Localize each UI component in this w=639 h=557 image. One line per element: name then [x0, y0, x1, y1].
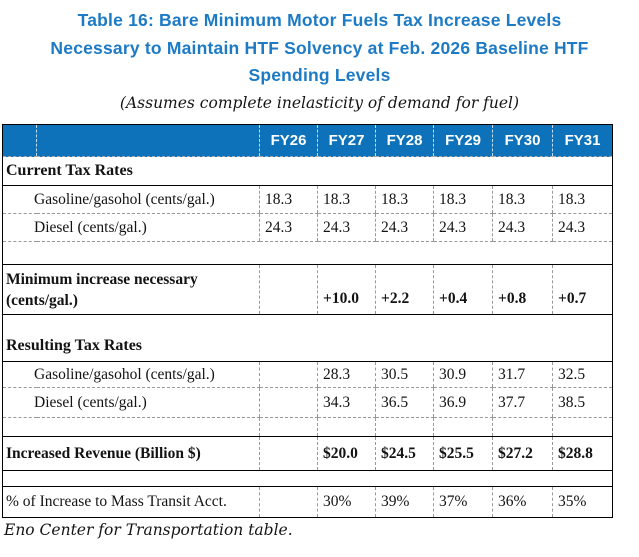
- table-row-diesel-resulting: Diesel (cents/gal.) 34.3 36.5 36.9 37.7 …: [2, 387, 613, 418]
- row-label: % of Increase to Mass Transit Acct.: [6, 493, 227, 510]
- cell-fy30: 36%: [492, 486, 553, 518]
- spacer-cell: [317, 417, 376, 437]
- cell-fy26: [259, 361, 318, 388]
- cell-fy28: +2.2: [375, 264, 434, 315]
- cell-fy29: 18.3: [433, 185, 493, 214]
- table-row-transit-share: % of Increase to Mass Transit Acct. 30% …: [3, 486, 613, 518]
- cell-fy28: 18.3: [375, 185, 434, 214]
- cell-fy31: $28.8: [552, 436, 613, 471]
- column-header-fy28: FY28: [375, 124, 434, 157]
- table-row-gasoline-current: Gasoline/gasohol (cents/gal.) 18.3 18.3 …: [2, 185, 613, 214]
- spacer-cell: [2, 241, 613, 265]
- section-title-current-tax-rates: Current Tax Rates: [2, 156, 613, 186]
- cell-fy28: 30.5: [375, 361, 434, 388]
- cell-fy28: 36.5: [375, 387, 434, 418]
- section-title-resulting-tax-rates: Resulting Tax Rates: [2, 314, 613, 362]
- column-header-fy27: FY27: [317, 124, 376, 157]
- cell-fy31: 32.5: [552, 361, 613, 388]
- cell-fy29: 24.3: [433, 213, 493, 242]
- cell-fy29: +0.4: [433, 264, 493, 315]
- cell-fy30: 37.7: [492, 387, 553, 418]
- cell-fy26: 18.3: [259, 185, 318, 214]
- header-label-cell: [36, 124, 260, 157]
- cell-fy26: [259, 486, 318, 518]
- section-row-current-tax-rates: Current Tax Rates: [2, 156, 613, 186]
- cell-fy26: [259, 387, 318, 418]
- row-label: Gasoline/gasohol (cents/gal.): [2, 185, 260, 214]
- table-title: Table 16: Bare Minimum Motor Fuels Tax I…: [0, 7, 639, 90]
- column-header-row: FY26 FY27 FY28 FY29 FY30 FY31: [2, 124, 613, 157]
- spacer-row: [2, 241, 613, 265]
- cell-fy27: $20.0: [317, 436, 376, 471]
- header-indent-cell: [2, 124, 37, 157]
- table-title-line-2: Necessary to Maintain HTF Solvency at Fe…: [50, 37, 589, 58]
- fuel-tax-table: FY26 FY27 FY28 FY29 FY30 FY31 Current Ta…: [2, 124, 613, 518]
- row-label: Increased Revenue (Billion $): [2, 436, 260, 471]
- cell-fy29: 36.9: [433, 387, 493, 418]
- row-label: Minimum increase necessary (cents/gal.): [2, 264, 260, 315]
- cell-fy30: 18.3: [492, 185, 553, 214]
- row-label: Diesel (cents/gal.): [2, 213, 260, 242]
- column-header-fy30: FY30: [492, 124, 553, 157]
- cell-fy30: 24.3: [492, 213, 553, 242]
- spacer-row: [2, 417, 613, 437]
- source-note: Eno Center for Transportation table.: [4, 521, 293, 539]
- table-row-diesel-current: Diesel (cents/gal.) 24.3 24.3 24.3 24.3 …: [2, 213, 613, 242]
- cell-fy26: [259, 264, 318, 315]
- cell-fy28: $24.5: [375, 436, 434, 471]
- cell-fy30: 31.7: [492, 361, 553, 388]
- cell-fy31: 35%: [552, 486, 613, 518]
- spacer-cell: [2, 417, 260, 437]
- cell-fy26: [259, 436, 318, 471]
- cell-fy29: 37%: [433, 486, 493, 518]
- cell-fy27: 28.3: [317, 361, 376, 388]
- cell-fy31: 38.5: [552, 387, 613, 418]
- table-subtitle: (Assumes complete inelasticity of demand…: [119, 94, 520, 112]
- table-row-minimum-increase: Minimum increase necessary (cents/gal.) …: [2, 264, 613, 315]
- cell-fy27: 30%: [317, 486, 376, 518]
- table-row-gasoline-resulting: Gasoline/gasohol (cents/gal.) 28.3 30.5 …: [2, 361, 613, 388]
- table-row-increased-revenue: Increased Revenue (Billion $) $20.0 $24.…: [2, 436, 613, 471]
- section-row-resulting-tax-rates: Resulting Tax Rates: [2, 314, 613, 362]
- cell-fy31: +0.7: [552, 264, 613, 315]
- cell-fy30: $27.2: [492, 436, 553, 471]
- table-title-line-3: Spending Levels: [248, 65, 391, 85]
- spacer-row: [2, 470, 613, 487]
- cell-fy28: 39%: [375, 486, 434, 518]
- table-title-line-1: Table 16: Bare Minimum Motor Fuels Tax I…: [77, 10, 562, 30]
- row-label: Gasoline/gasohol (cents/gal.): [2, 361, 260, 388]
- cell-fy27: 18.3: [317, 185, 376, 214]
- spacer-cell: [375, 417, 434, 437]
- spacer-cell: [2, 470, 613, 487]
- cell-fy28: 24.3: [375, 213, 434, 242]
- spacer-cell: [552, 417, 613, 437]
- column-header-fy26: FY26: [259, 124, 318, 157]
- cell-fy31: 18.3: [552, 185, 613, 214]
- cell-fy27: 34.3: [317, 387, 376, 418]
- spacer-cell: [492, 417, 553, 437]
- cell-fy27: +10.0: [317, 264, 376, 315]
- cell-fy29: $25.5: [433, 436, 493, 471]
- column-header-fy29: FY29: [433, 124, 493, 157]
- column-header-fy31: FY31: [552, 124, 613, 157]
- cell-fy29: 30.9: [433, 361, 493, 388]
- spacer-cell: [259, 417, 318, 437]
- cell-fy27: 24.3: [317, 213, 376, 242]
- cell-fy30: +0.8: [492, 264, 553, 315]
- spacer-cell: [433, 417, 493, 437]
- cell-fy26: 24.3: [259, 213, 318, 242]
- cell-fy31: 24.3: [552, 213, 613, 242]
- row-label: Diesel (cents/gal.): [2, 387, 260, 418]
